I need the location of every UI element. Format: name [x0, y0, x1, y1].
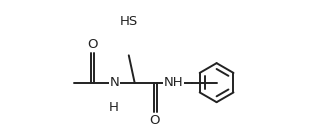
- Text: O: O: [149, 115, 159, 128]
- Text: N: N: [109, 76, 119, 89]
- Text: HS: HS: [119, 15, 138, 28]
- Text: H: H: [109, 101, 119, 114]
- Text: NH: NH: [164, 76, 183, 89]
- Text: O: O: [87, 39, 97, 51]
